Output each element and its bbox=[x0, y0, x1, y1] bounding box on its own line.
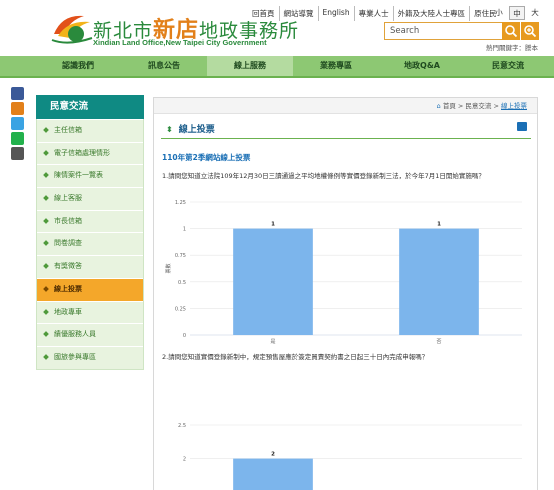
bullet-icon bbox=[43, 195, 49, 201]
sidebar-item-director-mailbox[interactable]: 主任信箱 bbox=[37, 119, 143, 142]
sidebar-item-domestic-travel[interactable]: 國旅參與專區 bbox=[37, 345, 143, 369]
line-icon[interactable] bbox=[11, 132, 24, 145]
bullet-icon bbox=[43, 149, 49, 156]
top-link-indigenous[interactable]: 原住民 bbox=[469, 6, 501, 21]
top-link-foreigners[interactable]: 外籍及大陸人士專區 bbox=[392, 6, 470, 21]
sidebar-item-quiz[interactable]: 有獎徵答 bbox=[37, 255, 143, 278]
data-label: 1 bbox=[437, 222, 441, 228]
data-label: 2 bbox=[271, 452, 275, 458]
search-icon bbox=[505, 25, 518, 38]
print-icon[interactable] bbox=[517, 122, 527, 131]
top-link-home[interactable]: 回首頁 bbox=[252, 9, 275, 18]
hot-keyword-link[interactable]: 謄本 bbox=[525, 44, 538, 52]
bullet-icon bbox=[43, 285, 49, 292]
nav-public-opinion[interactable]: 民意交流 bbox=[492, 61, 524, 70]
top-link-professionals[interactable]: 專業人士 bbox=[353, 6, 393, 21]
nav-qa[interactable]: 地政Q&A bbox=[404, 61, 440, 70]
y-tick-label: 0.5 bbox=[178, 280, 186, 286]
nav-business[interactable]: 業務專區 bbox=[320, 61, 352, 70]
sidebar-item-outstanding-staff[interactable]: 績優服務人員 bbox=[37, 323, 143, 346]
email-icon[interactable] bbox=[11, 147, 24, 160]
main-nav: 認識我們 訊息公告 線上服務 業務專區 地政Q&A 民意交流 bbox=[0, 56, 554, 76]
bullet-icon bbox=[43, 172, 49, 179]
y-tick-label: 1.25 bbox=[175, 200, 186, 206]
top-link-sitemap[interactable]: 網站導覽 bbox=[278, 6, 318, 21]
font-size-medium[interactable]: 中 bbox=[509, 6, 525, 20]
title-divider bbox=[161, 138, 531, 139]
sidebar-item-email-status[interactable]: 電子信箱處理情形 bbox=[37, 141, 143, 165]
y-tick-label: 2.5 bbox=[178, 423, 186, 429]
breadcrumb-current[interactable]: 線上投票 bbox=[501, 102, 527, 110]
sidebar-item-online-support[interactable]: 線上客服 bbox=[37, 187, 143, 210]
advanced-search-button[interactable] bbox=[521, 22, 539, 40]
social-share-bar bbox=[11, 87, 24, 160]
bar bbox=[233, 458, 313, 490]
y-tick-label: 0.75 bbox=[175, 253, 186, 259]
question-1: 1.請問您知道立法院109年12月30日三讀通過之平均地權條例等實價登錄新制三法… bbox=[162, 172, 485, 180]
breadcrumb-level1[interactable]: 民意交流 bbox=[465, 102, 492, 110]
question-2: 2.請問您知道實價登錄新制中，規定預售屋應於簽定買賣契約書之日起三十日內完成申報… bbox=[162, 353, 429, 361]
y-axis-label: 票數 bbox=[165, 263, 172, 273]
main-content: ⌂ 首頁 > 民意交流 > 線上投票 ⬍ 線上投票 110年第2季網站線上投票 1… bbox=[153, 97, 538, 490]
home-icon: ⌂ bbox=[436, 102, 441, 110]
y-tick-label: 0.25 bbox=[175, 306, 186, 312]
x-tick-label: 否 bbox=[436, 339, 441, 345]
site-logo[interactable] bbox=[48, 10, 98, 46]
y-tick-label: 0 bbox=[183, 333, 186, 339]
sidebar: 民意交流 主任信箱 電子信箱處理情形 陳情案件一覽表 線上客服 市長信箱 問卷調… bbox=[36, 95, 144, 370]
plurk-icon[interactable] bbox=[11, 102, 24, 115]
bullet-icon bbox=[43, 217, 49, 224]
search-input[interactable]: Search bbox=[384, 22, 520, 40]
sidebar-item-land-bus[interactable]: 地政專車 bbox=[37, 300, 143, 324]
site-subtitle: Xindian Land Office,New Taipei City Gove… bbox=[93, 38, 267, 47]
sidebar-item-petition-list[interactable]: 陳情案件一覽表 bbox=[37, 164, 143, 188]
updown-arrow-icon: ⬍ bbox=[166, 125, 173, 134]
breadcrumb-home[interactable]: 首頁 bbox=[442, 102, 456, 110]
data-label: 1 bbox=[271, 222, 275, 228]
bullet-icon bbox=[43, 240, 49, 247]
bullet-icon bbox=[43, 263, 49, 269]
bar bbox=[399, 228, 479, 335]
twitter-icon[interactable] bbox=[11, 117, 24, 130]
y-tick-label: 1 bbox=[183, 227, 186, 233]
advanced-search-icon bbox=[524, 25, 537, 38]
site-header: 新北市新店地政事務所 Xindian Land Office,New Taipe… bbox=[0, 0, 554, 56]
poll-title: 110年第2季網站線上投票 bbox=[162, 153, 251, 162]
x-tick-label: 是 bbox=[270, 339, 275, 345]
sidebar-item-mayor-mailbox[interactable]: 市長信箱 bbox=[37, 209, 143, 233]
bar bbox=[233, 228, 313, 335]
sidebar-item-online-voting[interactable]: 線上投票 bbox=[37, 277, 143, 301]
font-size-large[interactable]: 大 bbox=[531, 8, 539, 17]
hot-keywords: 熱門關鍵字：謄本 bbox=[486, 44, 538, 52]
breadcrumb: ⌂ 首頁 > 民意交流 > 線上投票 bbox=[154, 98, 537, 114]
bullet-icon bbox=[43, 354, 49, 360]
bullet-icon bbox=[43, 331, 49, 338]
bullet-icon bbox=[43, 308, 49, 315]
sidebar-item-survey[interactable]: 問卷調查 bbox=[37, 232, 143, 256]
nav-divider bbox=[0, 76, 554, 78]
nav-about[interactable]: 認識我們 bbox=[62, 61, 94, 70]
top-links: 回首頁 網站導覽 English 專業人士 外籍及大陸人士專區 原住民 bbox=[248, 6, 501, 21]
facebook-icon[interactable] bbox=[11, 87, 24, 100]
chart-question-2: 11.522.5票數20 bbox=[178, 423, 522, 490]
site-title[interactable]: 新北市新店地政事務所 bbox=[93, 17, 300, 43]
nav-news[interactable]: 訊息公告 bbox=[148, 61, 180, 70]
search-button[interactable] bbox=[502, 22, 520, 40]
top-link-english[interactable]: English bbox=[317, 6, 354, 21]
sidebar-list: 主任信箱 電子信箱處理情形 陳情案件一覽表 線上客服 市長信箱 問卷調查 有獎徵… bbox=[36, 119, 144, 370]
font-size-switcher: 小 中 大 bbox=[491, 6, 543, 20]
sidebar-heading: 民意交流 bbox=[36, 95, 144, 119]
y-tick-label: 2 bbox=[183, 457, 186, 463]
bullet-icon bbox=[43, 127, 49, 133]
nav-online-services[interactable]: 線上服務 bbox=[207, 56, 293, 76]
page-title: ⬍ 線上投票 bbox=[166, 125, 215, 135]
chart-question-1: 00.250.50.7511.25票數1是1否使用者選項選數Highcharts… bbox=[165, 200, 522, 345]
font-size-small[interactable]: 小 bbox=[495, 8, 503, 17]
